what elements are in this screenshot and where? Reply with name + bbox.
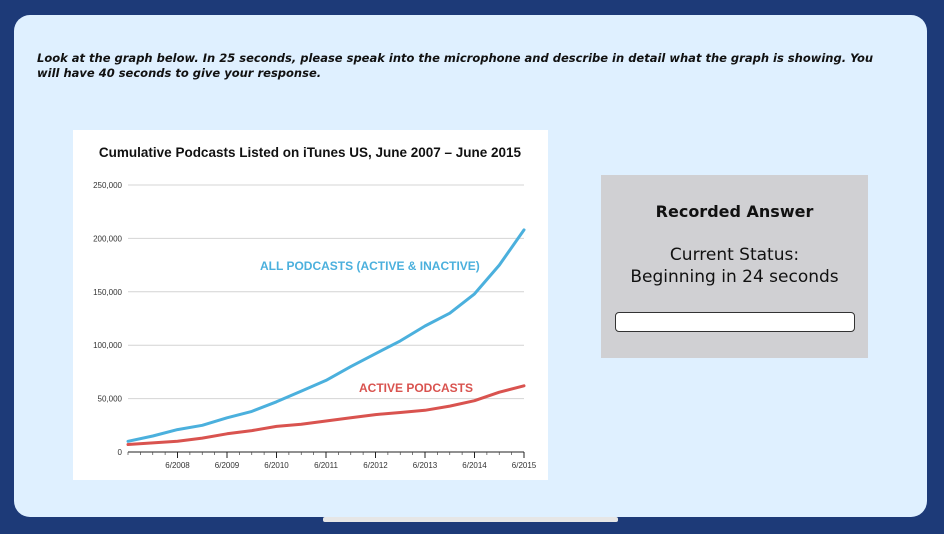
scroll-handle[interactable]	[323, 517, 618, 522]
x-tick-label: 6/2013	[413, 461, 438, 470]
series-line-active-podcasts	[126, 384, 526, 446]
x-tick-label: 6/2010	[264, 461, 289, 470]
recorded-answer-panel: Recorded Answer Current Status: Beginnin…	[601, 175, 868, 358]
x-tick-label: 6/2009	[215, 461, 240, 470]
y-tick-label: 100,000	[93, 341, 122, 350]
recorded-answer-title: Recorded Answer	[655, 202, 814, 221]
x-tick-label: 6/2015	[512, 461, 537, 470]
y-tick-label: 250,000	[93, 181, 122, 190]
x-tick-label: 6/2014	[462, 461, 487, 470]
y-tick-label: 0	[118, 448, 123, 457]
chart-container: Cumulative Podcasts Listed on iTunes US,…	[73, 130, 548, 480]
podcast-chart: Cumulative Podcasts Listed on iTunes US,…	[93, 145, 537, 470]
series-label-active: ACTIVE PODCASTS	[359, 381, 473, 395]
x-tick-label: 6/2012	[363, 461, 388, 470]
x-tick-label: 6/2008	[165, 461, 190, 470]
y-tick-label: 200,000	[93, 234, 122, 243]
series-line-all-podcasts	[126, 228, 526, 443]
current-status-label: Current Status:	[669, 245, 800, 265]
instructions-text: Look at the graph below. In 25 seconds, …	[37, 51, 874, 80]
current-status-value: Beginning in 24 seconds	[630, 267, 839, 287]
y-tick-label: 50,000	[98, 395, 123, 404]
x-tick-label: 6/2011	[314, 461, 338, 470]
y-tick-label: 150,000	[93, 288, 122, 297]
series-label-all: ALL PODCASTS (ACTIVE & INACTIVE)	[260, 259, 480, 273]
recording-progress-bar	[615, 312, 855, 332]
chart-title: Cumulative Podcasts Listed on iTunes US,…	[99, 145, 522, 160]
